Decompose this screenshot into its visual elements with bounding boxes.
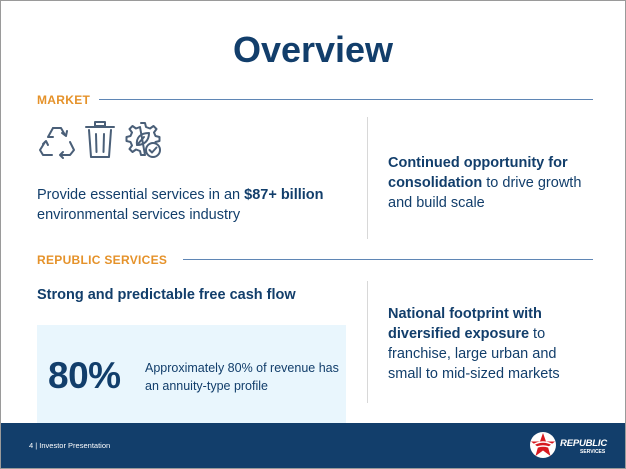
national-footprint-text: National footprint with diversified expo…: [388, 306, 560, 382]
logo-subname: SERVICES: [580, 448, 606, 455]
republic-section-label: REPUBLIC SERVICES: [37, 253, 168, 267]
republic-services-logo: REPUBLIC SERVICES: [528, 430, 607, 465]
slide-title: Overview: [232, 29, 394, 70]
footer-page-label: 4 | Investor Presentation: [29, 441, 111, 450]
trash-bin-icon: [84, 120, 116, 160]
republic-column-divider: [367, 281, 368, 403]
market-divider-line: [99, 99, 593, 100]
market-section-label: MARKET: [37, 93, 91, 107]
market-industry-text: Provide essential services in an $87+ bi…: [37, 187, 324, 223]
stat-description: Approximately 80% of revenue has an annu…: [145, 361, 339, 393]
recycle-icon: [37, 120, 77, 160]
republic-star-logo-icon: [528, 430, 558, 465]
footer-bar: 4 | Investor Presentation REPUBLIC SERVI…: [1, 423, 625, 468]
stat-panel: 80% Approximately 80% of revenue has an …: [37, 325, 346, 423]
logo-name: REPUBLIC: [560, 437, 607, 449]
stat-value: 80%: [48, 355, 121, 396]
leaf-gear-check-icon: [123, 120, 163, 160]
republic-divider-line: [183, 259, 593, 260]
logo-wordmark: REPUBLIC SERVICES: [560, 437, 607, 456]
market-column-divider: [367, 117, 368, 239]
market-icons: [37, 120, 163, 160]
market-consolidation-text: Continued opportunity for consolidation …: [388, 155, 582, 211]
free-cash-flow-subhead: Strong and predictable free cash flow: [37, 287, 296, 303]
